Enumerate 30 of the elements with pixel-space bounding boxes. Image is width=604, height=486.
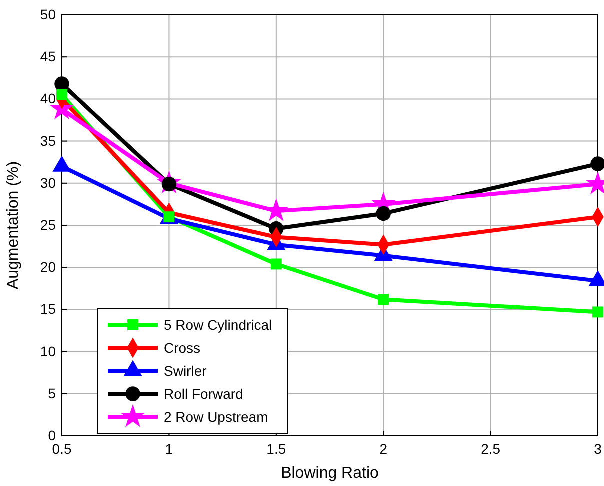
x-tick-label: 2 xyxy=(380,440,388,457)
y-tick-label: 0 xyxy=(48,427,56,444)
point xyxy=(590,156,604,172)
y-tick-label: 20 xyxy=(40,259,56,276)
y-tick-label: 45 xyxy=(40,48,56,65)
y-axis-title: Augmentation (%) xyxy=(5,161,22,290)
y-tick-label: 40 xyxy=(40,90,56,107)
y-tick-label: 25 xyxy=(40,216,56,233)
legend-label: 5 Row Cylindrical xyxy=(164,317,272,333)
point xyxy=(54,76,70,92)
y-tick-label: 10 xyxy=(40,343,56,360)
legend-label: Cross xyxy=(164,340,201,356)
point xyxy=(378,294,390,306)
point xyxy=(270,258,282,270)
y-tick-label: 5 xyxy=(48,385,56,402)
x-axis-title: Blowing Ratio xyxy=(281,465,380,482)
x-tick-label: 0.5 xyxy=(52,440,72,457)
x-tick-label: 1.5 xyxy=(266,440,286,457)
legend-label: Roll Forward xyxy=(164,386,244,402)
legend-label: Swirler xyxy=(164,363,208,379)
point xyxy=(592,306,604,318)
legend-label: 2 Row Upstream xyxy=(164,409,268,425)
x-tick-label: 1 xyxy=(165,440,174,457)
x-tick-label: 2.5 xyxy=(481,440,501,457)
point xyxy=(376,206,391,222)
y-tick-label: 50 xyxy=(40,6,56,22)
y-tick-label: 35 xyxy=(40,132,56,149)
y-tick-label: 30 xyxy=(40,174,56,191)
x-tick-label: 3 xyxy=(594,440,602,457)
y-tick-label: 15 xyxy=(40,301,56,318)
